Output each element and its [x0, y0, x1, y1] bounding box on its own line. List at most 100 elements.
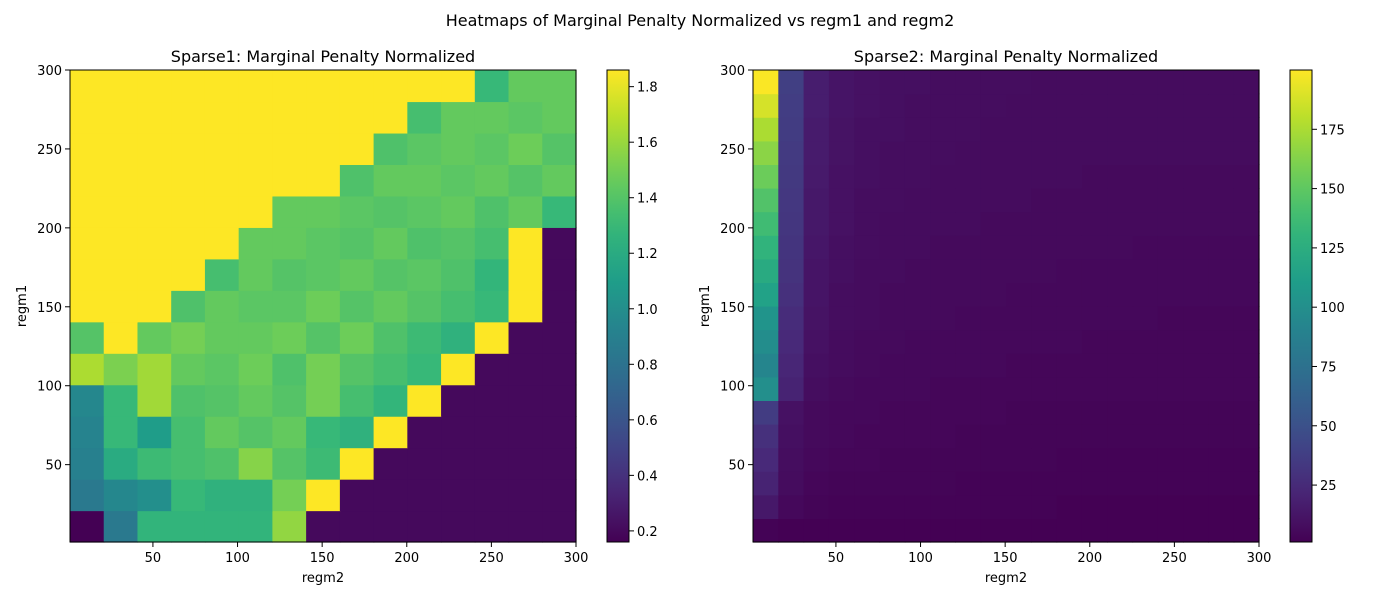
- heatmap-cell: [272, 195, 307, 228]
- heatmap-cell: [1107, 235, 1134, 260]
- heatmap-cell: [238, 384, 273, 417]
- heatmap-cell: [803, 471, 830, 496]
- heatmap-cell: [879, 494, 906, 519]
- heatmap-cell: [1157, 306, 1184, 331]
- heatmap-cell: [1183, 494, 1209, 519]
- heatmap-cell: [542, 510, 577, 543]
- heatmap-cell: [980, 353, 1007, 378]
- heatmap-cell: [828, 211, 855, 236]
- heatmap-cell: [1107, 211, 1134, 236]
- heatmap-cell: [753, 400, 779, 425]
- heatmap-cell: [103, 353, 139, 386]
- heatmap-cell: [103, 416, 139, 449]
- heatmap-cell: [1233, 258, 1260, 283]
- heatmap-cell: [441, 479, 476, 512]
- heatmap-cell: [955, 70, 982, 95]
- heatmap-cell: [1132, 211, 1159, 236]
- heatmap-cell: [1056, 471, 1083, 496]
- heatmap-cell: [1031, 117, 1058, 142]
- heatmap-cell: [955, 518, 982, 543]
- heatmap-cell: [171, 447, 206, 480]
- heatmap-cell: [930, 258, 956, 283]
- heatmap-cell: [828, 164, 855, 189]
- x-tick-label: 200: [1077, 551, 1102, 566]
- heatmap-cell: [1081, 471, 1108, 496]
- heatmap-cell: [1132, 235, 1159, 260]
- heatmap-cell: [904, 424, 931, 449]
- heatmap-cell: [1056, 400, 1083, 425]
- heatmap-cell: [904, 306, 931, 331]
- heatmap-cell: [171, 227, 206, 260]
- heatmap-cell: [70, 384, 105, 417]
- heatmap-cell: [1107, 518, 1134, 543]
- heatmap-cell: [828, 518, 855, 543]
- heatmap-cell: [778, 424, 805, 449]
- heatmap-cell: [1056, 329, 1083, 354]
- colorbar-tick-label: 75: [1320, 360, 1337, 375]
- heatmap-cell: [778, 70, 805, 95]
- heatmap-cell: [753, 447, 779, 472]
- heatmap-cell: [238, 416, 273, 449]
- heatmap-cell: [238, 510, 273, 543]
- heatmap-cell: [542, 479, 577, 512]
- heatmap-cell: [1107, 306, 1134, 331]
- heatmap-cell: [1081, 117, 1108, 142]
- heatmap-cell: [1006, 164, 1032, 189]
- heatmap-cell: [980, 188, 1007, 213]
- y-tick-label: 150: [720, 301, 745, 316]
- heatmap-cell: [407, 384, 442, 417]
- heatmap-cell: [373, 101, 408, 134]
- heatmap-cell: [171, 132, 206, 165]
- x-tick-label: 100: [908, 551, 933, 566]
- heatmap-cell: [1006, 235, 1032, 260]
- heatmap-cell: [407, 132, 442, 165]
- x-tick-label: 300: [1247, 551, 1272, 566]
- heatmap-cell: [1157, 353, 1184, 378]
- heatmap-cell: [474, 164, 510, 197]
- heatmap-cell: [1031, 306, 1058, 331]
- heatmap-cell: [1183, 447, 1209, 472]
- colorbar-ticks-sparse2: 25 50 75 100 125 150 175: [1312, 123, 1345, 494]
- heatmap-cell: [1183, 329, 1209, 354]
- heatmap-cell: [1157, 447, 1184, 472]
- heatmap-cell: [980, 329, 1007, 354]
- heatmap-cell: [1006, 329, 1032, 354]
- heatmap-cell: [1081, 282, 1108, 307]
- heatmap-cell: [904, 188, 931, 213]
- heatmap-cell: [904, 258, 931, 283]
- heatmap-cell: [272, 132, 307, 165]
- heatmap-cell: [1081, 447, 1108, 472]
- heatmap-cell: [1183, 258, 1209, 283]
- heatmap-cell: [1031, 70, 1058, 95]
- colorbar-tick-label: 0.2: [637, 525, 658, 540]
- heatmap-cell: [171, 384, 206, 417]
- colorbar-tick-label: 0.8: [637, 358, 658, 373]
- heatmap-cell: [542, 164, 577, 197]
- heatmap-cell: [238, 132, 273, 165]
- heatmap-cell: [238, 353, 273, 386]
- heatmap-cell: [1081, 235, 1108, 260]
- heatmap-cell: [1132, 282, 1159, 307]
- heatmap-cell: [1157, 424, 1184, 449]
- heatmap-cell: [137, 447, 172, 480]
- heatmap-cell: [1208, 494, 1235, 519]
- heatmap-cell: [1107, 400, 1134, 425]
- heatmap-cell: [753, 188, 779, 213]
- heatmap-cell: [1031, 258, 1058, 283]
- heatmap-cell: [171, 321, 206, 354]
- heatmap-cell: [70, 416, 105, 449]
- heatmap-cell: [137, 479, 172, 512]
- heatmap-cell: [1107, 117, 1134, 142]
- heatmap-cell: [803, 70, 830, 95]
- heatmap-cell: [980, 518, 1007, 543]
- heatmap-cell: [854, 211, 881, 236]
- heatmap-cell: [1183, 117, 1209, 142]
- heatmap-cell: [904, 376, 931, 401]
- heatmap-cell: [854, 140, 881, 165]
- heatmap-cell: [955, 424, 982, 449]
- heatmap-cell: [1132, 140, 1159, 165]
- heatmap-cell: [1031, 140, 1058, 165]
- heatmap-cell: [137, 164, 172, 197]
- heatmap-cell: [272, 447, 307, 480]
